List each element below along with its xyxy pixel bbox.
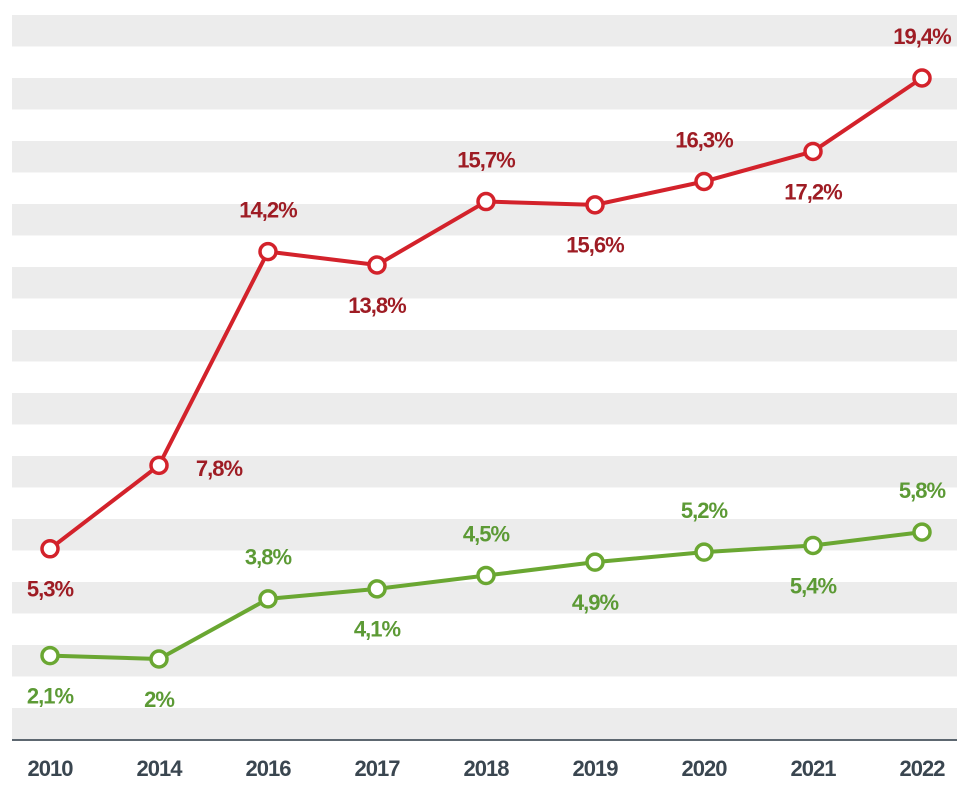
x-tick-label: 2010 <box>28 756 74 781</box>
point <box>40 645 60 666</box>
value-label: 5,2% <box>681 498 728 523</box>
point <box>912 522 932 542</box>
point <box>476 191 496 212</box>
point <box>912 68 932 88</box>
stripe <box>12 109 957 141</box>
point <box>585 552 605 572</box>
value-label: 2% <box>144 687 174 712</box>
value-label: 7,8% <box>196 456 243 481</box>
x-tick-label: 2021 <box>791 756 837 781</box>
value-label: 5,4% <box>790 573 837 598</box>
point <box>258 241 278 262</box>
stripe <box>12 582 957 614</box>
point <box>149 649 169 669</box>
value-label: 5,8% <box>899 478 946 503</box>
value-label: 5,3% <box>27 577 74 602</box>
stripe <box>12 78 957 110</box>
x-tick-label: 2018 <box>464 756 510 781</box>
value-label: 16,3% <box>675 127 733 152</box>
point <box>476 565 496 586</box>
value-label: 3,8% <box>245 545 292 570</box>
stripe <box>12 330 957 362</box>
value-label: 15,7% <box>457 147 515 172</box>
point <box>694 542 714 562</box>
stripe <box>12 267 957 299</box>
point <box>803 141 823 162</box>
value-label: 13,8% <box>348 293 406 318</box>
point <box>367 255 387 275</box>
value-label: 4,5% <box>463 521 510 546</box>
stripe <box>12 15 957 47</box>
stripe <box>12 46 957 78</box>
x-tick-label: 2022 <box>900 756 946 781</box>
point <box>40 539 60 559</box>
x-tick-label: 2019 <box>573 756 619 781</box>
stripe <box>12 456 957 488</box>
value-label: 2,1% <box>27 683 74 708</box>
stripe <box>12 708 957 740</box>
value-label: 4,9% <box>572 590 619 615</box>
value-label: 19,4% <box>893 24 951 49</box>
stripe <box>12 676 957 708</box>
point <box>694 171 714 192</box>
value-label: 4,1% <box>354 617 401 642</box>
stripe <box>12 487 957 519</box>
point <box>149 455 169 476</box>
point <box>585 195 605 215</box>
value-label: 14,2% <box>239 197 297 222</box>
x-tick-label: 2014 <box>137 756 184 781</box>
stripe <box>12 645 957 677</box>
stripe <box>12 235 957 267</box>
stripe <box>12 613 957 645</box>
stripe <box>12 298 957 330</box>
point <box>258 589 278 609</box>
point <box>367 579 387 599</box>
value-label: 15,6% <box>566 233 624 258</box>
x-tick-label: 2016 <box>246 756 292 781</box>
value-label: 17,2% <box>784 179 842 204</box>
x-tick-label: 2020 <box>682 756 728 781</box>
point <box>803 535 823 556</box>
stripe <box>12 424 957 456</box>
x-tick-label: 2017 <box>355 756 401 781</box>
stripe <box>12 361 957 393</box>
stripe <box>12 393 957 425</box>
